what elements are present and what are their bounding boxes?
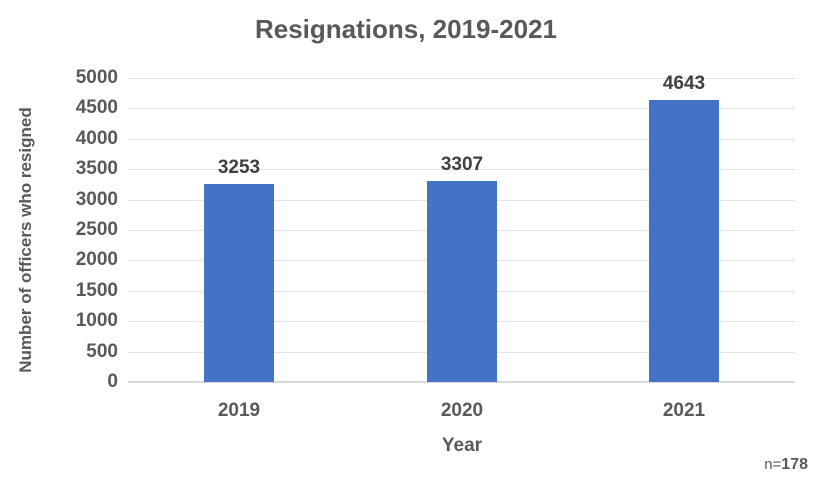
chart-title: Resignations, 2019-2021 <box>254 14 558 44</box>
bar-2020 <box>427 181 497 382</box>
x-tick-label-2021: 2021 <box>662 400 706 421</box>
y-tick-label: 1000 <box>75 310 118 332</box>
y-tick-label: 2000 <box>75 249 118 271</box>
sample-size-note: n=178 <box>764 456 808 474</box>
bar-2019 <box>204 184 274 382</box>
y-tick-label: 4000 <box>75 127 118 149</box>
bar-value-label: 3253 <box>217 157 261 178</box>
x-tick-label-2019: 2019 <box>217 400 261 421</box>
x-tick-label-2020: 2020 <box>440 400 484 421</box>
gridline <box>128 78 795 79</box>
sample-size-value: 178 <box>781 456 808 473</box>
y-tick-label: 3000 <box>75 188 118 210</box>
y-tick-label: 0 <box>107 371 118 392</box>
y-tick-label: 3500 <box>75 158 118 180</box>
gridline <box>128 138 795 140</box>
bar-value-label: 3307 <box>440 154 484 175</box>
sample-size-prefix: n= <box>764 456 782 473</box>
x-axis-line <box>128 381 795 383</box>
gridline <box>128 169 795 171</box>
y-tick-label: 5000 <box>75 67 118 88</box>
gridline <box>128 108 795 110</box>
y-tick-label: 4500 <box>75 97 118 119</box>
bar-2021 <box>649 100 719 382</box>
y-tick-label: 500 <box>86 340 118 362</box>
x-axis-title: Year <box>441 435 483 456</box>
y-tick-label: 1500 <box>75 279 118 301</box>
bar-value-label: 4643 <box>662 73 706 94</box>
y-tick-label: 2500 <box>75 219 118 240</box>
